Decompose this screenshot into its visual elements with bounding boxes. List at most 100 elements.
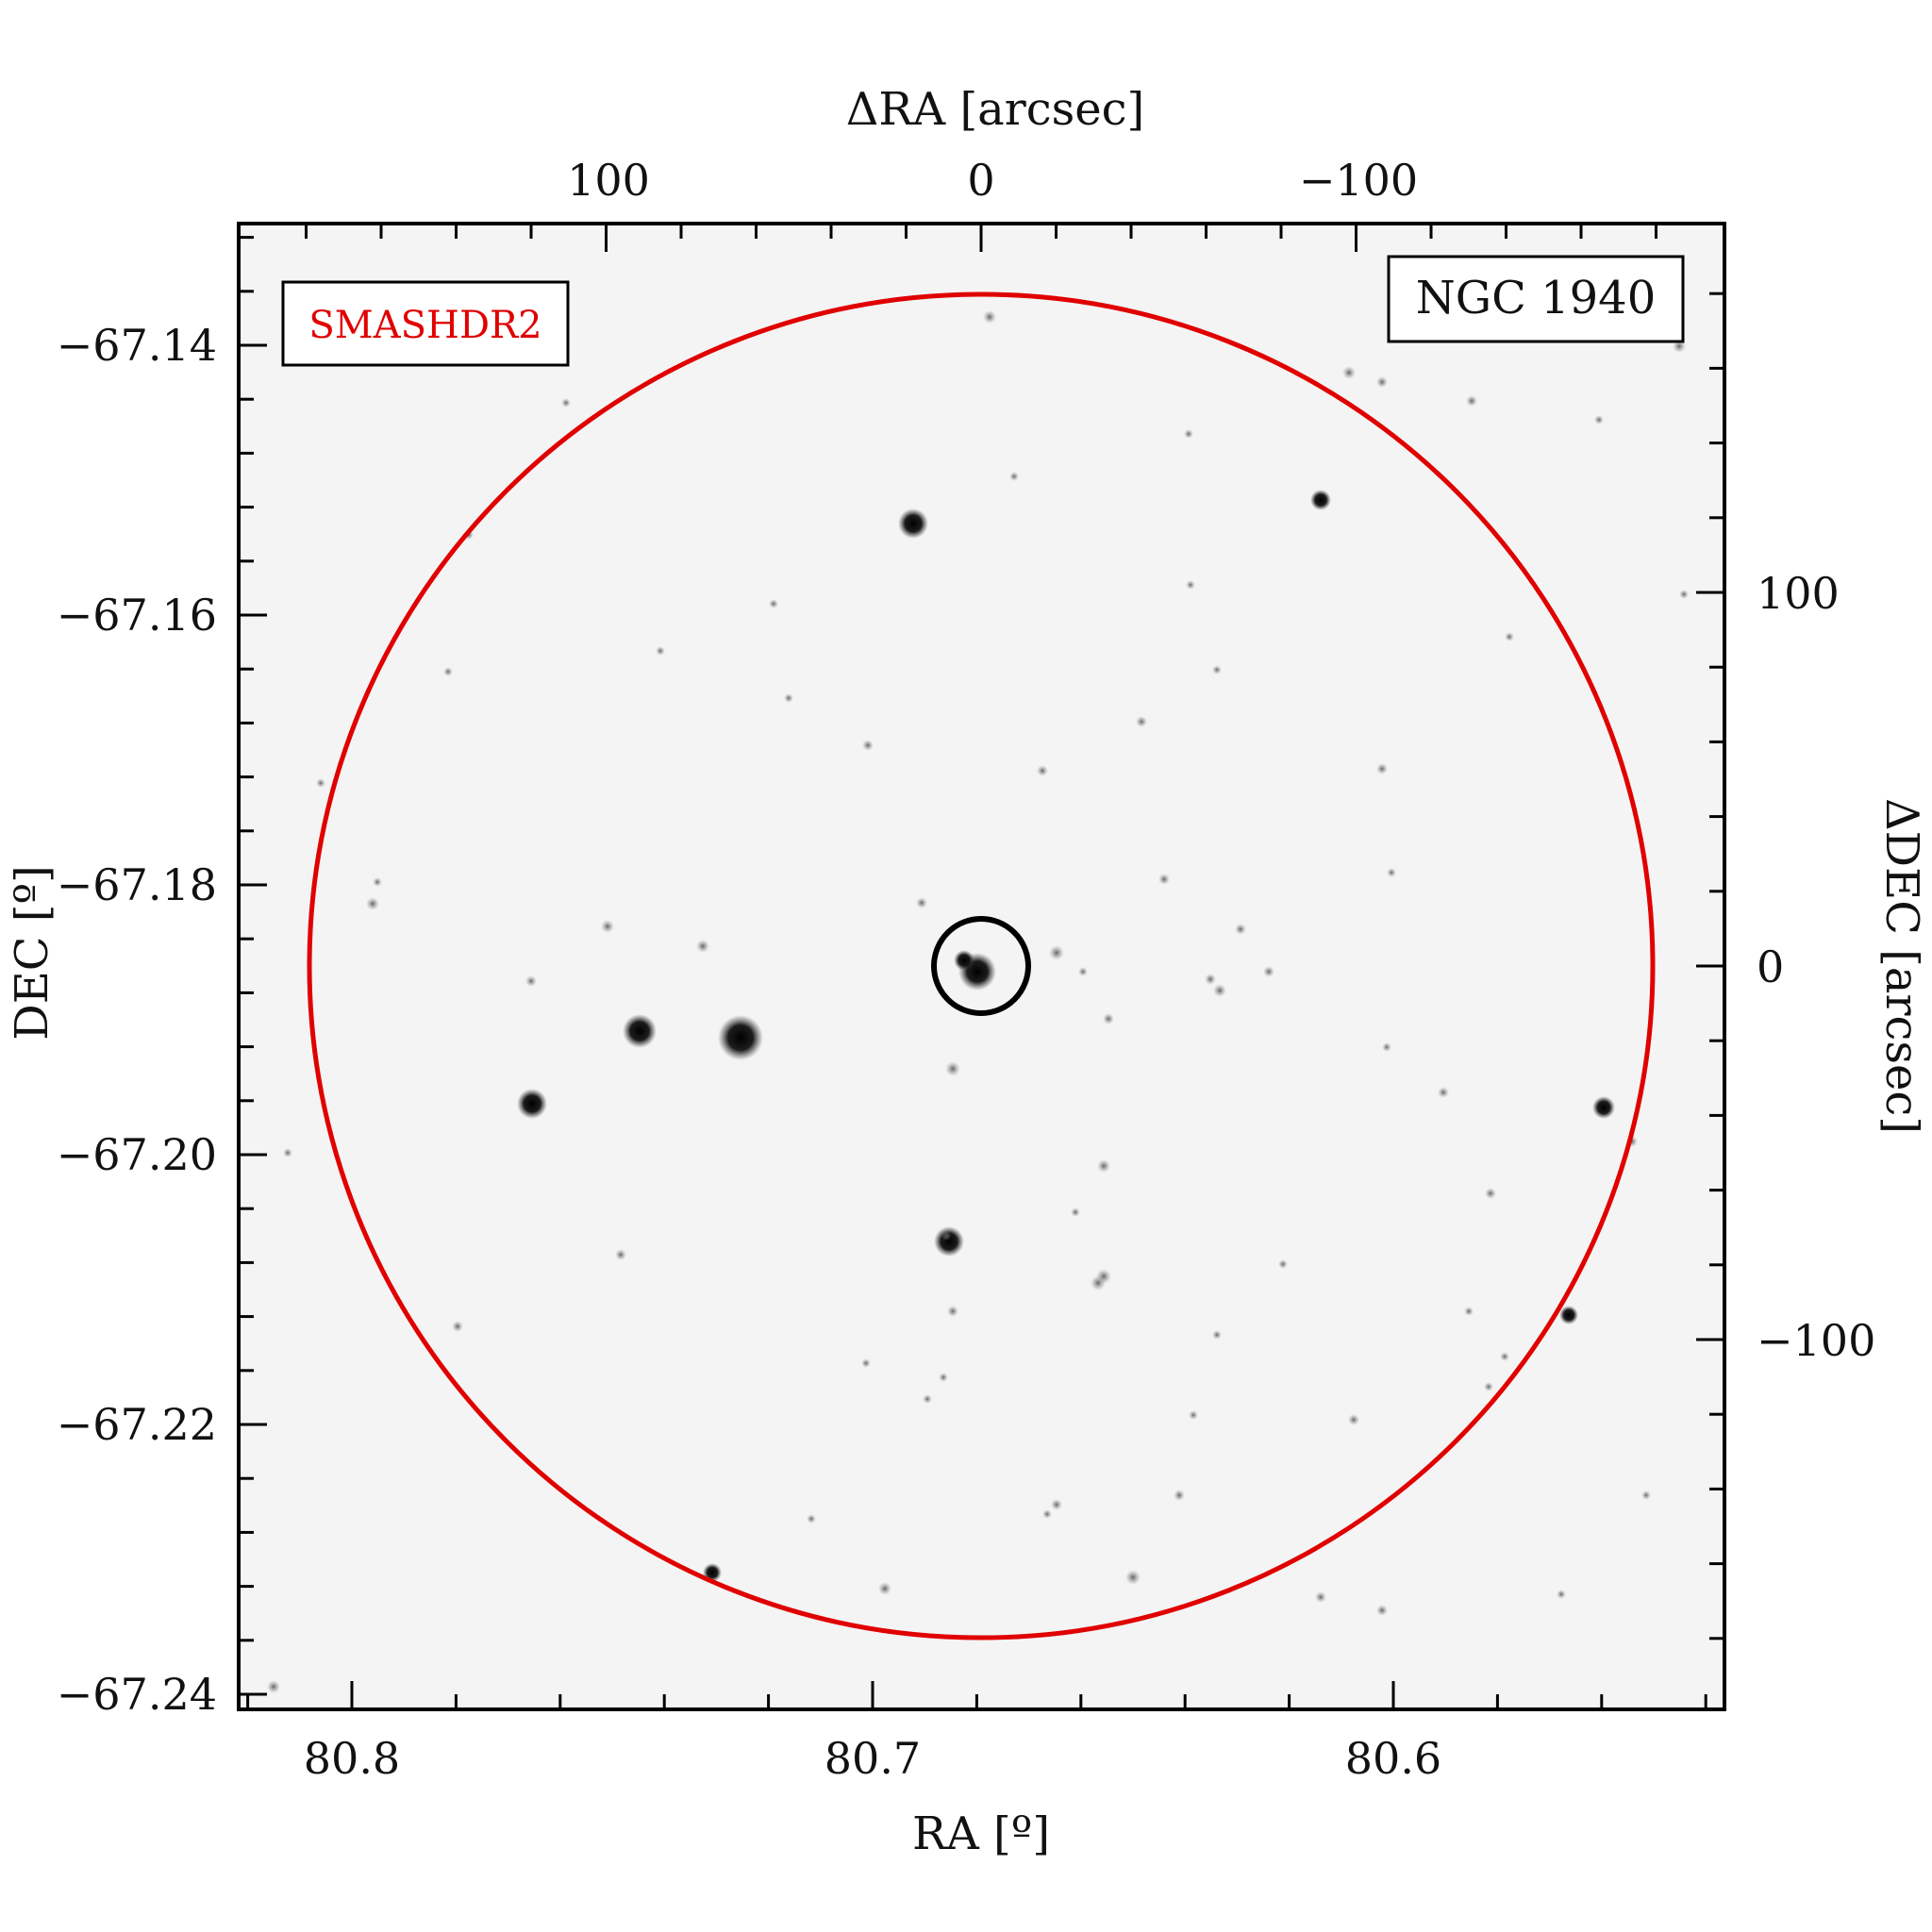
star [1096, 1269, 1111, 1284]
star [1174, 1490, 1185, 1501]
star [1042, 1509, 1052, 1519]
star [1376, 376, 1388, 388]
star-field [267, 310, 1689, 1693]
star [267, 1680, 280, 1693]
star [443, 667, 453, 676]
x-top-axis-title: ΔRA [arcsec] [846, 83, 1145, 136]
star [1097, 1159, 1110, 1173]
star [1205, 974, 1216, 985]
star [1078, 967, 1088, 976]
star [1263, 966, 1274, 977]
star [561, 398, 571, 408]
star [1382, 1042, 1391, 1052]
star [1212, 665, 1222, 675]
star [945, 1061, 960, 1076]
star [283, 1148, 292, 1158]
star [656, 646, 665, 656]
y-right-tick-label: 100 [1757, 568, 1840, 619]
y-left-tick-label: −67.18 [57, 859, 217, 910]
star [1049, 945, 1064, 960]
x-top-tick-label: 0 [967, 155, 994, 206]
star [983, 310, 996, 324]
object-label-box: NGC 1940 [1387, 255, 1685, 343]
star [1505, 632, 1514, 641]
x-bottom-tick-label: 80.8 [304, 1733, 400, 1784]
star [1051, 1499, 1062, 1510]
star [1071, 1208, 1080, 1217]
star [1278, 1259, 1288, 1269]
star [947, 1306, 958, 1317]
star [1466, 395, 1477, 407]
x-top-tick-label: −100 [1299, 155, 1418, 206]
star [1559, 1306, 1578, 1324]
axis-ticks [239, 224, 1724, 1709]
star [1376, 763, 1388, 774]
object-label: NGC 1940 [1416, 272, 1656, 325]
star [452, 1321, 463, 1332]
star [862, 740, 874, 751]
star [1348, 1414, 1359, 1425]
star [1158, 874, 1170, 885]
star [1594, 415, 1604, 425]
star [1557, 1590, 1566, 1599]
star [1103, 1013, 1114, 1024]
star [1189, 1410, 1198, 1420]
star [1125, 1570, 1141, 1585]
star [916, 897, 927, 908]
y-left-axis-title: DEC [º] [6, 865, 58, 1041]
star [1342, 366, 1356, 379]
star [861, 1358, 871, 1368]
star [1184, 429, 1193, 439]
y-left-tick-label: −67.22 [57, 1399, 217, 1450]
survey-label-box: SMASHDR2 [281, 280, 570, 367]
star [1235, 924, 1246, 935]
star [784, 693, 793, 703]
y-left-tick-label: −67.24 [57, 1669, 217, 1720]
y-left-tick-label: −67.20 [57, 1129, 217, 1180]
star [934, 1226, 964, 1257]
star [517, 1089, 547, 1119]
star [1315, 1591, 1326, 1603]
star [1464, 1307, 1474, 1316]
star [878, 1582, 891, 1595]
star [1679, 590, 1689, 599]
x-top-tick-label: 100 [567, 155, 650, 206]
star [373, 877, 382, 887]
star [696, 940, 709, 953]
cluster-center-circle [931, 916, 1031, 1016]
star [898, 508, 928, 539]
star [1212, 1330, 1222, 1340]
y-right-axis-title: ΔDEC [arcsec] [1875, 798, 1928, 1134]
star [615, 1249, 626, 1260]
star [1136, 716, 1147, 727]
x-bottom-tick-label: 80.7 [824, 1733, 921, 1784]
star [1186, 580, 1195, 590]
star [954, 950, 974, 971]
survey-label: SMASHDR2 [308, 304, 541, 347]
star [941, 1231, 951, 1241]
star [1485, 1188, 1496, 1199]
star [525, 975, 537, 987]
star [1484, 1382, 1493, 1391]
star [1438, 1087, 1449, 1098]
star [623, 1014, 657, 1048]
star [1641, 1491, 1651, 1500]
star [939, 1373, 948, 1382]
star [1037, 765, 1048, 776]
y-left-tick-label: −67.16 [57, 590, 217, 641]
star [1376, 1605, 1388, 1616]
y-left-tick-label: −67.14 [57, 320, 217, 371]
star [923, 1394, 932, 1404]
star [807, 1514, 816, 1524]
y-right-tick-label: 0 [1757, 941, 1784, 992]
star [1500, 1352, 1509, 1361]
star [366, 897, 379, 910]
star [1387, 868, 1396, 877]
star [1213, 984, 1226, 997]
y-right-tick-label: −100 [1757, 1315, 1875, 1366]
star [601, 920, 614, 933]
x-bottom-axis-title: RA [º] [912, 1807, 1050, 1860]
star [1310, 490, 1331, 510]
